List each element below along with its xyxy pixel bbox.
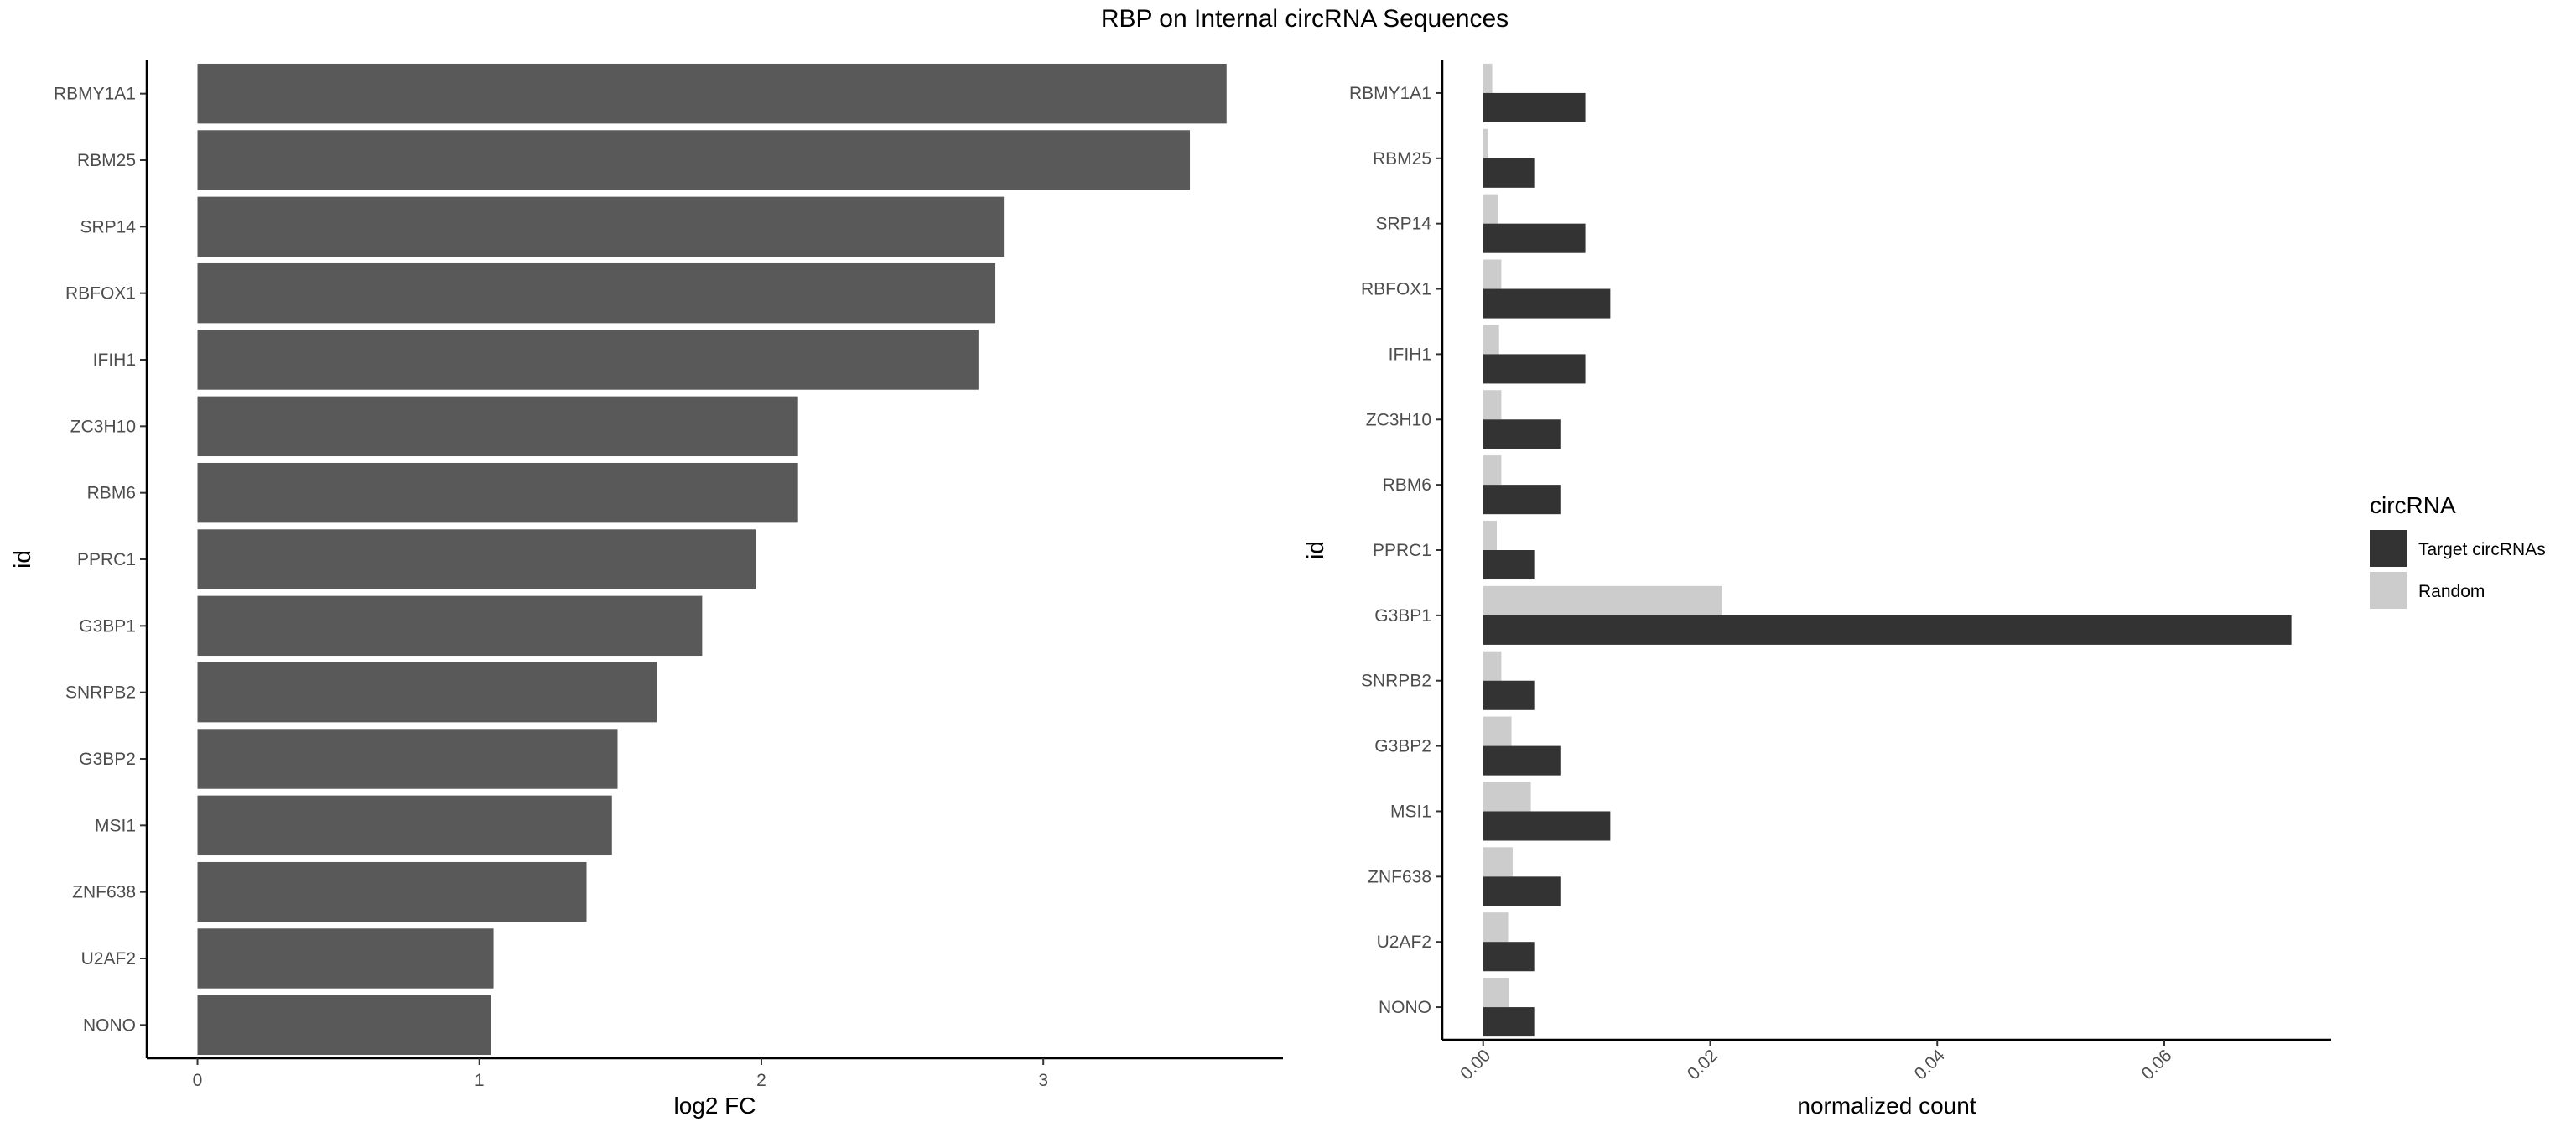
bar-target-snrpb2 xyxy=(1483,680,1535,710)
y-tick-label: RBFOX1 xyxy=(65,284,136,304)
bar-rbfox1 xyxy=(197,262,996,324)
bar-random-msi1 xyxy=(1483,782,1531,812)
y-tick-label: RBMY1A1 xyxy=(1349,84,1431,103)
x-tick-label: 0.02 xyxy=(1684,1046,1722,1083)
y-tick-label: SRP14 xyxy=(1375,215,1431,234)
bar-target-ifih1 xyxy=(1483,354,1586,384)
bar-random-znf638 xyxy=(1483,847,1513,877)
bar-target-pprc1 xyxy=(1483,550,1535,580)
y-tick-label: ZNF638 xyxy=(1368,867,1431,886)
bar-target-g3bp2 xyxy=(1483,745,1561,776)
y-tick-label: SNRPB2 xyxy=(65,683,136,703)
bar-rbm6 xyxy=(197,462,798,523)
y-axis-title: id xyxy=(1302,541,1328,559)
bar-rbmy1a1 xyxy=(197,63,1227,124)
bar-target-rbmy1a1 xyxy=(1483,92,1586,122)
bar-g3bp1 xyxy=(197,595,703,657)
bar-random-snrpb2 xyxy=(1483,651,1502,681)
bar-target-rbm25 xyxy=(1483,158,1535,188)
legend-label-random: Random xyxy=(2418,582,2485,601)
x-tick-label: 0.04 xyxy=(1911,1046,1949,1083)
y-tick-label: RBM25 xyxy=(77,151,136,170)
bar-srp14 xyxy=(197,196,1005,257)
x-axis-title: log2 FC xyxy=(673,1093,756,1119)
bar-random-g3bp2 xyxy=(1483,716,1512,746)
bar-random-rbm6 xyxy=(1483,455,1502,486)
x-tick-label: 3 xyxy=(1038,1071,1048,1090)
log2fc-bar-chart: RBMY1A1 RBM25 SRP14 RBFOX1 IFIH1 ZC3H10 RBM6 PP… xyxy=(9,60,1283,1119)
figure-title: RBP on Internal circRNA Sequences xyxy=(1101,5,1509,33)
y-tick-label: NONO xyxy=(1379,998,1431,1017)
y-tick-label: RBFOX1 xyxy=(1361,280,1431,299)
y-tick-label: ZC3H10 xyxy=(70,417,136,436)
legend-key-random xyxy=(2370,572,2407,609)
y-tick-label: G3BP2 xyxy=(79,750,136,769)
circrna-legend: circRNA Target circRNAs Random xyxy=(2370,492,2546,609)
legend-label-target-circrnas: Target circRNAs xyxy=(2418,540,2546,559)
bar-random-u2af2 xyxy=(1483,912,1509,943)
bar-rbm25 xyxy=(197,130,1191,190)
y-tick-label: PPRC1 xyxy=(77,550,136,569)
legend-title: circRNA xyxy=(2370,492,2456,518)
y-tick-label: U2AF2 xyxy=(81,949,136,969)
y-tick-label: G3BP1 xyxy=(1374,606,1431,626)
y-tick-label: MSI1 xyxy=(1390,802,1431,821)
bar-target-msi1 xyxy=(1483,811,1611,841)
x-tick-label: 0 xyxy=(193,1071,203,1090)
bar-random-g3bp1 xyxy=(1483,585,1722,615)
y-tick-label: ZC3H10 xyxy=(1366,410,1431,429)
bar-random-zc3h10 xyxy=(1483,390,1502,420)
bar-random-rbfox1 xyxy=(1483,259,1502,289)
y-tick-label: RBMY1A1 xyxy=(54,85,136,104)
y-tick-label: RBM6 xyxy=(87,484,136,503)
legend-key-target-circrnas xyxy=(2370,530,2407,567)
y-tick-label: U2AF2 xyxy=(1377,932,1431,952)
bar-target-rbm6 xyxy=(1483,485,1561,515)
bar-zc3h10 xyxy=(197,396,798,457)
x-tick-label: 2 xyxy=(756,1071,766,1090)
y-tick-label: ZNF638 xyxy=(72,883,136,902)
y-tick-label: SNRPB2 xyxy=(1361,672,1431,691)
bar-target-srp14 xyxy=(1483,223,1586,253)
y-tick-label: PPRC1 xyxy=(1373,541,1431,560)
y-axis-title: id xyxy=(9,550,35,569)
bar-random-nono xyxy=(1483,978,1509,1008)
x-axis-title: normalized count xyxy=(1797,1093,1976,1119)
bar-target-u2af2 xyxy=(1483,942,1535,972)
bar-random-rbmy1a1 xyxy=(1483,63,1493,93)
y-tick-label: MSI1 xyxy=(95,816,136,835)
normalized-count-bar-chart: RBMY1A1 RBM25 SRP14 RBFOX1 IFIH1 ZC3H10 RBM6 PP… xyxy=(1302,60,2331,1119)
bar-random-pprc1 xyxy=(1483,520,1497,550)
x-tick-label: 1 xyxy=(475,1071,485,1090)
bar-target-nono xyxy=(1483,1007,1535,1037)
bar-target-rbfox1 xyxy=(1483,288,1611,319)
y-tick-label: IFIH1 xyxy=(93,351,136,370)
y-tick-label: G3BP1 xyxy=(79,616,136,636)
bar-random-ifih1 xyxy=(1483,325,1499,355)
y-tick-label: RBM25 xyxy=(1373,149,1431,169)
bar-nono xyxy=(197,995,491,1056)
bar-target-zc3h10 xyxy=(1483,419,1561,449)
x-tick-label: 0.00 xyxy=(1457,1046,1494,1083)
bar-u2af2 xyxy=(197,928,494,989)
bar-pprc1 xyxy=(197,529,756,589)
bar-snrpb2 xyxy=(197,662,657,723)
y-tick-label: G3BP2 xyxy=(1374,737,1431,756)
bar-msi1 xyxy=(197,795,612,856)
y-tick-label: SRP14 xyxy=(80,217,136,236)
y-tick-label: IFIH1 xyxy=(1389,345,1431,364)
x-tick-label: 0.06 xyxy=(2137,1046,2175,1083)
bar-target-znf638 xyxy=(1483,876,1561,906)
bar-random-srp14 xyxy=(1483,194,1498,224)
bar-ifih1 xyxy=(197,330,979,390)
y-tick-label: RBM6 xyxy=(1383,475,1431,495)
bar-g3bp2 xyxy=(197,729,618,789)
bar-random-rbm25 xyxy=(1483,128,1488,158)
y-tick-label: NONO xyxy=(83,1015,136,1035)
bar-znf638 xyxy=(197,861,587,922)
bar-target-g3bp1 xyxy=(1483,615,2292,645)
